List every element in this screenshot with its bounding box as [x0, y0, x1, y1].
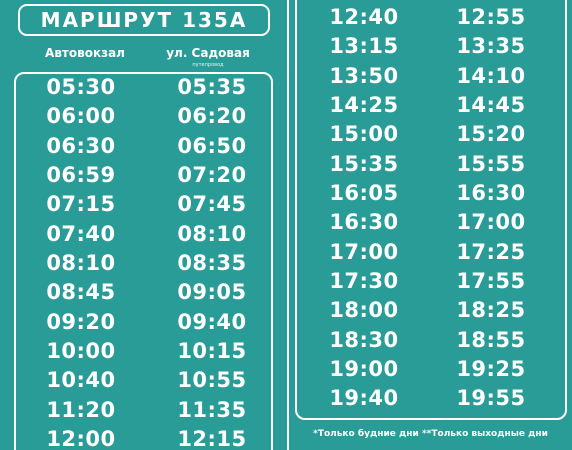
departure-time: 06:20	[177, 104, 247, 129]
departure-time: 12:55	[456, 5, 526, 29]
departure-time: 08:45	[46, 280, 116, 305]
departure-time: 15:35	[329, 151, 399, 176]
departure-time: 16:30	[456, 180, 526, 205]
departure-time: 17:00	[456, 210, 526, 235]
departure-time: 12:15	[177, 426, 247, 450]
times-frame	[295, 0, 567, 420]
autovokzal-times-column: 12:40 13:15 13:50 14:25 15:00 15:35 16:05 16:30…	[319, 3, 409, 414]
departure-time: 19:00	[329, 356, 399, 381]
departure-time: 06:00	[46, 104, 116, 129]
sadovaya-times-column: 05:35 06:20 06:50 07:20 07:45 08:10 08:35 09:05…	[167, 73, 257, 450]
departure-time: 06:30	[46, 133, 116, 158]
departure-time: 14:10	[456, 63, 526, 88]
departure-time: 18:00	[329, 298, 399, 323]
departure-time: 05:35	[177, 75, 247, 99]
departure-time: 10:00	[46, 338, 116, 363]
departure-time: 13:35	[456, 34, 526, 59]
departure-time: 17:25	[456, 239, 526, 264]
departure-time: 12:40	[329, 5, 399, 29]
departure-time: 09:40	[177, 309, 247, 334]
departure-time: 10:55	[177, 368, 247, 393]
sadovaya-times-column: 12:55 13:35 14:10 14:45 15:20 15:55 16:30 17:00…	[446, 3, 536, 414]
departure-time: 10:15	[177, 338, 247, 363]
departure-time: 15:20	[456, 122, 526, 147]
timetable-right-panel: 12:40 13:15 13:50 14:25 15:00 15:35 16:05 16:30…	[289, 0, 572, 450]
departure-time: 18:55	[456, 327, 526, 352]
times-frame	[14, 72, 273, 450]
departure-time: 14:25	[329, 92, 399, 117]
departure-time: 05:30	[46, 75, 116, 99]
departure-time: 06:59	[46, 162, 116, 187]
departure-time: 10:40	[46, 368, 116, 393]
departure-time: 11:20	[46, 397, 116, 422]
departure-time: 19:40	[329, 386, 399, 411]
departure-time: 19:25	[456, 356, 526, 381]
stop-sadovaya-header: ул. Садовая	[166, 46, 250, 60]
departure-time: 13:15	[329, 34, 399, 59]
departure-time: 09:05	[177, 280, 247, 305]
departure-time: 18:25	[456, 298, 526, 323]
stop-sadovaya-note: путепровод	[192, 62, 224, 68]
departure-time: 07:15	[46, 192, 116, 217]
stop-autovokzal-header: Автовокзал	[45, 46, 125, 60]
departure-time: 08:10	[177, 221, 247, 246]
departure-time: 07:40	[46, 221, 116, 246]
departure-time: 13:50	[329, 63, 399, 88]
footnote: *Только будние дни **Только выходные дни	[313, 429, 548, 439]
departure-time: 07:20	[177, 162, 247, 187]
departure-time: 12:00	[46, 426, 116, 450]
departure-time: 16:30	[329, 210, 399, 235]
departure-time: 17:00	[329, 239, 399, 264]
departure-time: 06:50	[177, 133, 247, 158]
departure-time: 08:10	[46, 250, 116, 275]
route-title: МАРШРУТ 135А	[18, 4, 270, 36]
autovokzal-times-column: 05:30 06:00 06:30 06:59 07:15 07:40 08:10 08:45…	[36, 73, 126, 450]
departure-time: 18:30	[329, 327, 399, 352]
timetable-left-panel: МАРШРУТ 135А Автовокзал ул. Садовая путе…	[0, 0, 287, 450]
departure-time: 15:55	[456, 151, 526, 176]
departure-time: 14:45	[456, 92, 526, 117]
departure-time: 09:20	[46, 309, 116, 334]
departure-time: 11:35	[177, 397, 247, 422]
departure-time: 19:55	[456, 386, 526, 411]
departure-time: 16:05	[329, 180, 399, 205]
departure-time: 17:55	[456, 268, 526, 293]
departure-time: 08:35	[177, 250, 247, 275]
departure-time: 07:45	[177, 192, 247, 217]
departure-time: 15:00	[329, 122, 399, 147]
departure-time: 17:30	[329, 268, 399, 293]
